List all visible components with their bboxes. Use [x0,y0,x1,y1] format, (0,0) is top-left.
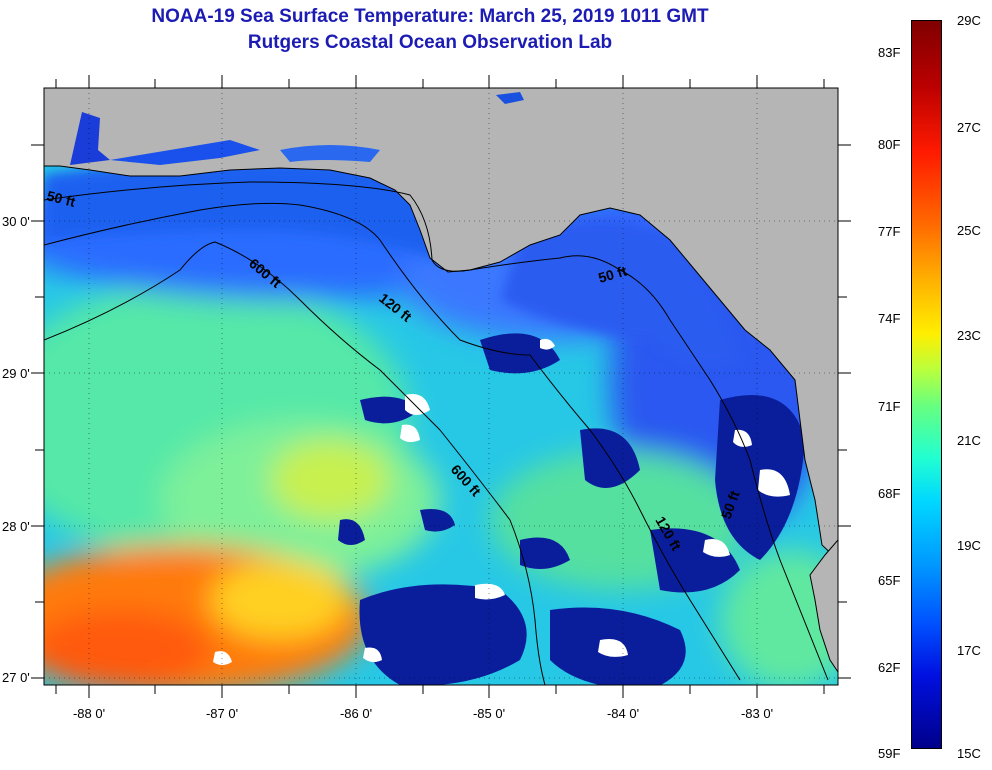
lon-label: -84 0' [606,706,640,721]
colorbar-c-label: 19C [957,538,981,553]
colorbar-f-label: 74F [878,311,901,326]
depth-contours [44,181,829,685]
colorbar-c-label: 15C [957,746,981,761]
lon-label: -88 0' [72,706,106,721]
lat-label: 28 0' [2,519,30,534]
colorbar-f-label: 68F [878,486,901,501]
cloud-gaps [213,338,790,665]
colorbar-c-label: 25C [957,223,981,238]
colorbar-c-label: 17C [957,643,981,658]
colorbar-f-label: 71F [878,399,901,414]
colorbar-c-label: 23C [957,328,981,343]
colorbar-f-label: 83F [878,45,901,60]
contour-label: 50 ft [45,187,77,210]
lon-label: -85 0' [472,706,506,721]
colorbar-f-label: 62F [878,660,901,675]
map-subtitle: Rutgers Coastal Ocean Observation Lab [247,32,613,53]
map-title: NOAA-19 Sea Surface Temperature: March 2… [151,6,709,27]
colorbar-c-label: 27C [957,120,981,135]
axis-ticks [31,75,851,698]
lat-label: 29 0' [2,366,30,381]
lon-label: -87 0' [205,706,239,721]
lon-label: -83 0' [740,706,774,721]
lat-label: 27 0' [2,670,30,685]
colorbar-c-label: 21C [957,433,981,448]
contour-120ft [44,202,741,681]
land-mass [44,88,838,561]
colorbar-f-label: 65F [878,573,901,588]
map-frame [43,87,839,686]
colorbar-f-label: 59F [878,746,901,761]
colorbar-f-label: 77F [878,224,901,239]
lon-label: -86 0' [339,706,373,721]
temperature-colorbar [911,20,942,749]
contour-50ft [44,181,829,681]
colorbar-c-label: 29C [957,13,981,28]
lat-label: 30 0' [2,214,30,229]
colorbar-f-label: 80F [878,137,901,152]
contour-label: 50 ft [596,262,628,285]
contour-600ft [44,241,546,685]
